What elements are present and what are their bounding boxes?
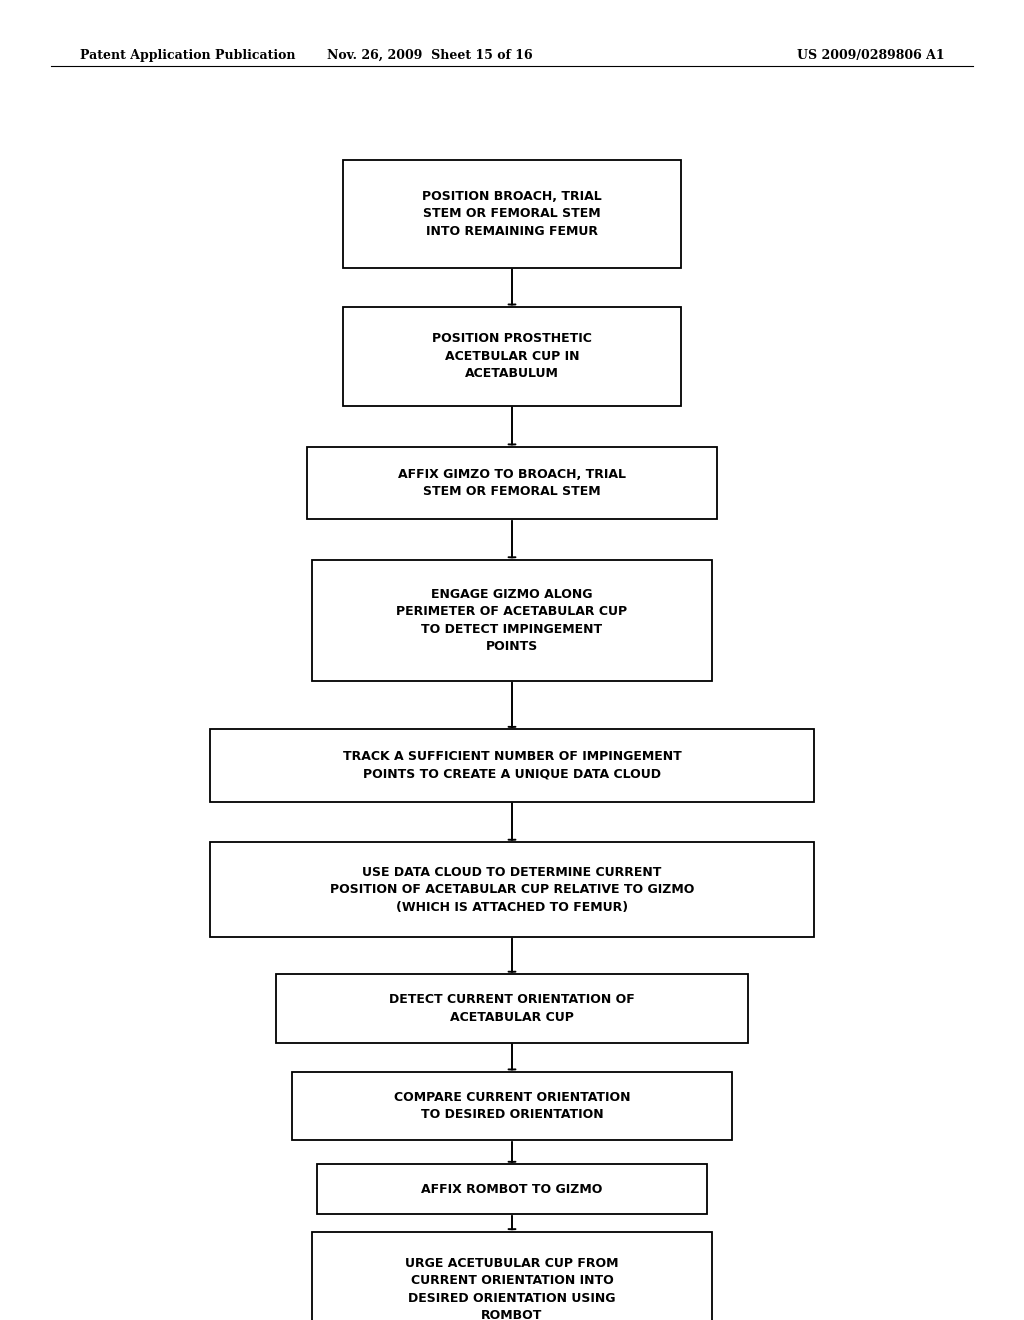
Text: POSITION PROSTHETIC
ACETBULAR CUP IN
ACETABULUM: POSITION PROSTHETIC ACETBULAR CUP IN ACE… xyxy=(432,333,592,380)
Bar xyxy=(343,160,681,268)
Bar xyxy=(210,842,814,937)
Text: Patent Application Publication: Patent Application Publication xyxy=(80,49,295,62)
Bar xyxy=(343,308,681,407)
Bar xyxy=(317,1164,707,1214)
Bar xyxy=(307,446,717,519)
Bar xyxy=(292,1072,732,1140)
Text: US 2009/0289806 A1: US 2009/0289806 A1 xyxy=(797,49,944,62)
Bar xyxy=(312,1232,712,1320)
Text: POSITION BROACH, TRIAL
STEM OR FEMORAL STEM
INTO REMAINING FEMUR: POSITION BROACH, TRIAL STEM OR FEMORAL S… xyxy=(422,190,602,238)
Text: TRACK A SUFFICIENT NUMBER OF IMPINGEMENT
POINTS TO CREATE A UNIQUE DATA CLOUD: TRACK A SUFFICIENT NUMBER OF IMPINGEMENT… xyxy=(343,750,681,781)
Text: DETECT CURRENT ORIENTATION OF
ACETABULAR CUP: DETECT CURRENT ORIENTATION OF ACETABULAR… xyxy=(389,993,635,1024)
Text: USE DATA CLOUD TO DETERMINE CURRENT
POSITION OF ACETABULAR CUP RELATIVE TO GIZMO: USE DATA CLOUD TO DETERMINE CURRENT POSI… xyxy=(330,866,694,913)
Text: COMPARE CURRENT ORIENTATION
TO DESIRED ORIENTATION: COMPARE CURRENT ORIENTATION TO DESIRED O… xyxy=(394,1090,630,1122)
Bar xyxy=(276,974,748,1043)
Text: ENGAGE GIZMO ALONG
PERIMETER OF ACETABULAR CUP
TO DETECT IMPINGEMENT
POINTS: ENGAGE GIZMO ALONG PERIMETER OF ACETABUL… xyxy=(396,587,628,653)
Text: AFFIX ROMBOT TO GIZMO: AFFIX ROMBOT TO GIZMO xyxy=(421,1183,603,1196)
Text: AFFIX GIMZO TO BROACH, TRIAL
STEM OR FEMORAL STEM: AFFIX GIMZO TO BROACH, TRIAL STEM OR FEM… xyxy=(398,467,626,499)
Bar xyxy=(312,560,712,681)
Text: Nov. 26, 2009  Sheet 15 of 16: Nov. 26, 2009 Sheet 15 of 16 xyxy=(328,49,532,62)
Text: URGE ACETUBULAR CUP FROM
CURRENT ORIENTATION INTO
DESIRED ORIENTATION USING
ROMB: URGE ACETUBULAR CUP FROM CURRENT ORIENTA… xyxy=(406,1257,618,1320)
Bar xyxy=(210,729,814,803)
